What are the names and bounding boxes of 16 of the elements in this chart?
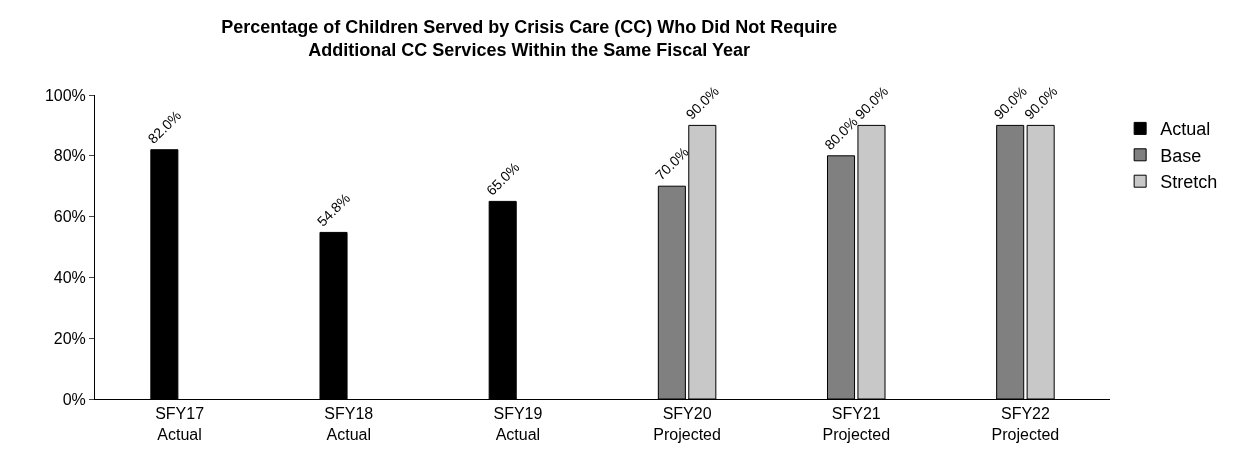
y-tick-label: 80% <box>53 147 86 165</box>
x-tick-label: SFY18 Actual <box>324 405 374 443</box>
legend-label: Stretch <box>1160 172 1218 193</box>
x-tick-label: SFY21 Projected <box>822 405 891 443</box>
y-tick-label: 60% <box>53 208 86 226</box>
x-tick-label: SFY19 Actual <box>493 405 543 443</box>
y-tick-label: 0% <box>62 390 86 408</box>
y-tick-label: 100% <box>44 86 86 104</box>
chart-title: Percentage of Children Served by Crisis Care (CC) Who Did Not Require Additional CC Services Within the Same Fiscal Year <box>221 16 838 61</box>
legend-label: Base <box>1160 145 1202 166</box>
legend-label: Actual <box>1160 119 1211 140</box>
y-tick-label: 40% <box>53 269 86 286</box>
x-tick-label: SFY22 Projected <box>991 405 1060 443</box>
y-tick-label: 20% <box>53 329 86 347</box>
x-tick-label: SFY20 Projected <box>653 405 721 443</box>
x-tick-label: SFY17 Actual <box>155 405 205 443</box>
